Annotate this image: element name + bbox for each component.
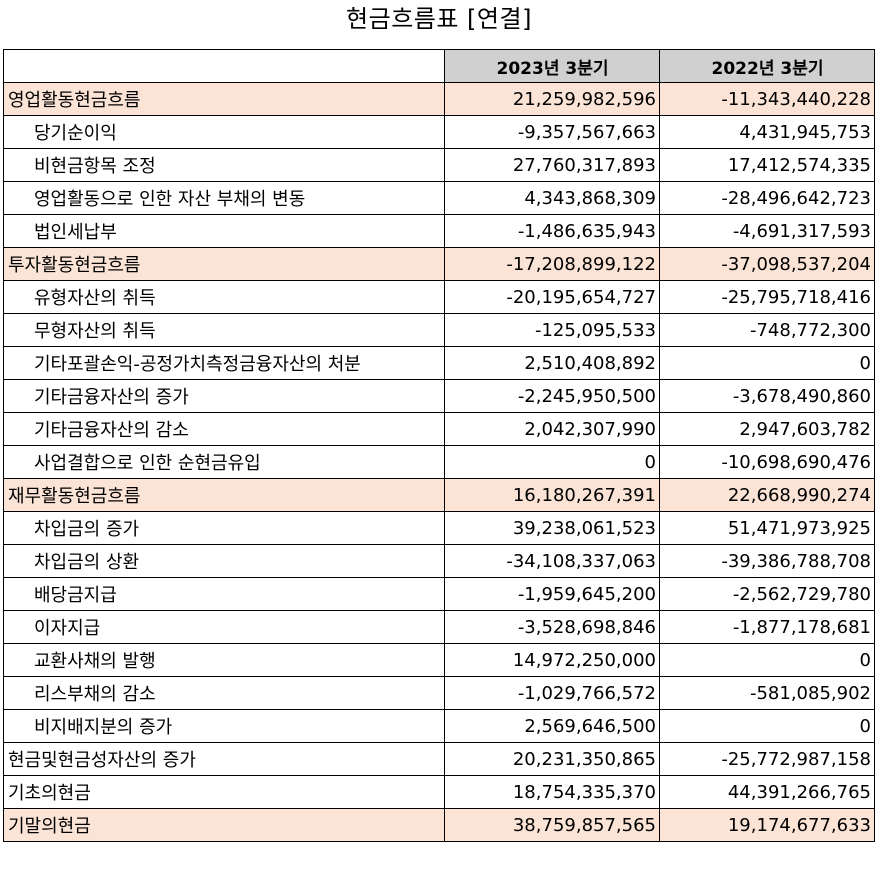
row-label: 기타금융자산의 증가 (3, 379, 445, 413)
table-row: 현금및현금성자산의 증가 20,231,350,865 -25,772,987,15… (3, 742, 875, 776)
value-2022-q3: 22,668,990,274 (659, 478, 875, 512)
table-row: 재무활동현금흐름 16,180,267,391 22,668,990,274 (3, 478, 875, 512)
table-row: 당기순이익 -9,357,567,663 4,431,945,753 (3, 115, 875, 149)
value-2022-q3: -3,678,490,860 (659, 379, 875, 413)
row-label: 차입금의 상환 (3, 544, 445, 578)
row-label: 배당금지급 (3, 577, 445, 611)
row-label: 당기순이익 (3, 115, 445, 149)
value-2023-q3: -3,528,698,846 (444, 610, 660, 644)
value-2022-q3: -748,772,300 (659, 313, 875, 347)
row-label: 투자활동현금흐름 (3, 247, 445, 281)
table-row: 차입금의 증가 39,238,061,523 51,471,973,925 (3, 511, 875, 545)
value-2022-q3: 0 (659, 709, 875, 743)
value-2023-q3: 27,760,317,893 (444, 148, 660, 182)
row-label: 비현금항목 조정 (3, 148, 445, 182)
value-2022-q3: 19,174,677,633 (659, 808, 875, 842)
cash-flow-table: 2023년 3분기 2022년 3분기 영업활동현금흐름 21,259,982,5… (3, 49, 875, 842)
column-header-2023-q3: 2023년 3분기 (444, 49, 660, 83)
value-2022-q3: 51,471,973,925 (659, 511, 875, 545)
value-2023-q3: 20,231,350,865 (444, 742, 660, 776)
table-row: 차입금의 상환 -34,108,337,063 -39,386,788,708 (3, 544, 875, 578)
value-2023-q3: -1,486,635,943 (444, 214, 660, 248)
value-2023-q3: -1,029,766,572 (444, 676, 660, 710)
row-label: 기타포괄손익-공정가치측정금융자산의 처분 (3, 346, 445, 380)
value-2022-q3: 44,391,266,765 (659, 775, 875, 809)
row-label: 영업활동현금흐름 (3, 82, 445, 116)
value-2023-q3: 2,510,408,892 (444, 346, 660, 380)
table-row: 교환사채의 발행 14,972,250,000 0 (3, 643, 875, 677)
table-row: 무형자산의 취득 -125,095,533 -748,772,300 (3, 313, 875, 347)
row-label: 무형자산의 취득 (3, 313, 445, 347)
row-label: 비지배지분의 증가 (3, 709, 445, 743)
table-row: 기말의현금 38,759,857,565 19,174,677,633 (3, 808, 875, 842)
table-row: 유형자산의 취득 -20,195,654,727 -25,795,718,416 (3, 280, 875, 314)
row-label: 영업활동으로 인한 자산 부채의 변동 (3, 181, 445, 215)
row-label: 현금및현금성자산의 증가 (3, 742, 445, 776)
row-label: 기말의현금 (3, 808, 445, 842)
value-2022-q3: -2,562,729,780 (659, 577, 875, 611)
row-label: 유형자산의 취득 (3, 280, 445, 314)
value-2022-q3: -39,386,788,708 (659, 544, 875, 578)
table-row: 기타금융자산의 증가 -2,245,950,500 -3,678,490,860 (3, 379, 875, 413)
value-2022-q3: -25,772,987,158 (659, 742, 875, 776)
value-2022-q3: -25,795,718,416 (659, 280, 875, 314)
value-2023-q3: 0 (444, 445, 660, 479)
value-2023-q3: 39,238,061,523 (444, 511, 660, 545)
value-2022-q3: -1,877,178,681 (659, 610, 875, 644)
header-blank-cell (3, 49, 445, 83)
table-row: 배당금지급 -1,959,645,200 -2,562,729,780 (3, 577, 875, 611)
table-row: 사업결합으로 인한 순현금유입 0 -10,698,690,476 (3, 445, 875, 479)
value-2023-q3: -2,245,950,500 (444, 379, 660, 413)
value-2023-q3: 4,343,868,309 (444, 181, 660, 215)
table-row: 비지배지분의 증가 2,569,646,500 0 (3, 709, 875, 743)
value-2023-q3: -125,095,533 (444, 313, 660, 347)
value-2023-q3: 38,759,857,565 (444, 808, 660, 842)
value-2022-q3: -4,691,317,593 (659, 214, 875, 248)
row-label: 리스부채의 감소 (3, 676, 445, 710)
row-label: 재무활동현금흐름 (3, 478, 445, 512)
value-2023-q3: 16,180,267,391 (444, 478, 660, 512)
table-row: 영업활동현금흐름 21,259,982,596 -11,343,440,228 (3, 82, 875, 116)
value-2023-q3: -17,208,899,122 (444, 247, 660, 281)
table-row: 리스부채의 감소 -1,029,766,572 -581,085,902 (3, 676, 875, 710)
value-2022-q3: -11,343,440,228 (659, 82, 875, 116)
table-row: 법인세납부 -1,486,635,943 -4,691,317,593 (3, 214, 875, 248)
value-2023-q3: 21,259,982,596 (444, 82, 660, 116)
row-label: 기초의현금 (3, 775, 445, 809)
row-label: 이자지급 (3, 610, 445, 644)
value-2023-q3: 2,569,646,500 (444, 709, 660, 743)
table-row: 비현금항목 조정 27,760,317,893 17,412,574,335 (3, 148, 875, 182)
table-row: 이자지급 -3,528,698,846 -1,877,178,681 (3, 610, 875, 644)
value-2022-q3: -28,496,642,723 (659, 181, 875, 215)
value-2023-q3: 14,972,250,000 (444, 643, 660, 677)
value-2023-q3: 2,042,307,990 (444, 412, 660, 446)
value-2022-q3: 0 (659, 643, 875, 677)
value-2022-q3: 4,431,945,753 (659, 115, 875, 149)
row-label: 사업결합으로 인한 순현금유입 (3, 445, 445, 479)
value-2022-q3: 2,947,603,782 (659, 412, 875, 446)
value-2023-q3: -1,959,645,200 (444, 577, 660, 611)
value-2022-q3: 0 (659, 346, 875, 380)
table-body: 영업활동현금흐름 21,259,982,596 -11,343,440,228 당기순… (3, 82, 875, 842)
row-label: 기타금융자산의 감소 (3, 412, 445, 446)
value-2022-q3: 17,412,574,335 (659, 148, 875, 182)
value-2023-q3: -20,195,654,727 (444, 280, 660, 314)
table-row: 기초의현금 18,754,335,370 44,391,266,765 (3, 775, 875, 809)
table-header-row: 2023년 3분기 2022년 3분기 (3, 49, 875, 83)
column-header-2022-q3: 2022년 3분기 (659, 49, 875, 83)
page-title: 현금흐름표 [연결] (346, 5, 532, 33)
value-2022-q3: -37,098,537,204 (659, 247, 875, 281)
table-row: 기타포괄손익-공정가치측정금융자산의 처분 2,510,408,892 0 (3, 346, 875, 380)
table-row: 기타금융자산의 감소 2,042,307,990 2,947,603,782 (3, 412, 875, 446)
value-2022-q3: -10,698,690,476 (659, 445, 875, 479)
row-label: 교환사채의 발행 (3, 643, 445, 677)
row-label: 법인세납부 (3, 214, 445, 248)
table-row: 영업활동으로 인한 자산 부채의 변동 4,343,868,309 -28,496,… (3, 181, 875, 215)
value-2022-q3: -581,085,902 (659, 676, 875, 710)
table-row: 투자활동현금흐름 -17,208,899,122 -37,098,537,204 (3, 247, 875, 281)
value-2023-q3: -34,108,337,063 (444, 544, 660, 578)
value-2023-q3: 18,754,335,370 (444, 775, 660, 809)
value-2023-q3: -9,357,567,663 (444, 115, 660, 149)
row-label: 차입금의 증가 (3, 511, 445, 545)
